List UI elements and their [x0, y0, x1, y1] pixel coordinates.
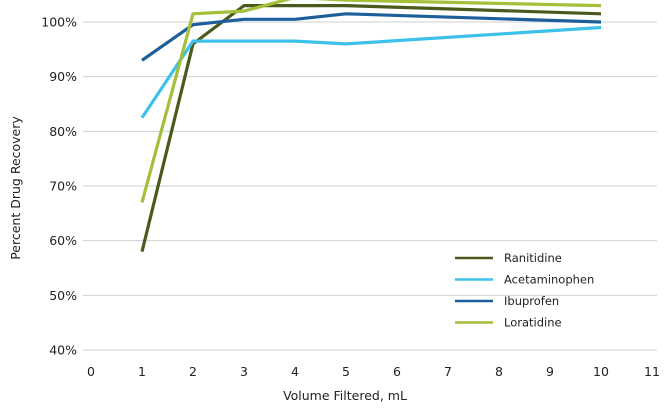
x-axis-tick-labels: 0 1 2 3 4 5 6 7 8 9 10 11: [87, 364, 660, 379]
y-tick-label: 40%: [49, 343, 77, 358]
legend-label: Ranitidine: [504, 251, 562, 265]
legend-label: Loratidine: [504, 316, 562, 330]
y-tick-label: 70%: [49, 179, 77, 194]
y-axis-title: Percent Drug Recovery: [8, 116, 23, 260]
y-tick-label: 60%: [49, 233, 77, 248]
series-line-acetaminophen: [140, 25, 602, 119]
y-tick-label: 80%: [49, 124, 77, 139]
series-line-ibuprofen: [141, 12, 602, 62]
x-tick-label: 5: [342, 364, 350, 379]
series-lines: [140, 0, 602, 252]
y-axis-tick-labels: 40% 50% 60% 70% 80% 90% 100%: [41, 15, 77, 358]
series-line-ranitidine: [140, 3, 602, 252]
x-tick-label: 3: [240, 364, 248, 379]
x-axis-title: Volume Filtered, mL: [283, 388, 407, 403]
y-tick-label: 90%: [49, 69, 77, 84]
x-tick-label: 10: [593, 364, 609, 379]
y-tick-label: 100%: [41, 15, 77, 30]
y-tick-label: 50%: [49, 288, 77, 303]
x-tick-label: 0: [87, 364, 95, 379]
x-tick-label: 6: [393, 364, 401, 379]
x-tick-label: 9: [546, 364, 554, 379]
x-tick-label: 2: [189, 364, 197, 379]
x-tick-label: 4: [291, 364, 299, 379]
x-tick-label: 7: [444, 364, 452, 379]
x-tick-label: 8: [495, 364, 503, 379]
series-line-loratidine: [140, 0, 602, 203]
legend-label: Acetaminophen: [504, 273, 594, 287]
legend-label: Ibuprofen: [504, 294, 559, 308]
x-tick-label: 1: [138, 364, 146, 379]
legend: Ranitidine Acetaminophen Ibuprofen Loratidi…: [455, 251, 594, 330]
grid-lines: [83, 21, 657, 351]
x-tick-label: 11: [644, 364, 660, 379]
